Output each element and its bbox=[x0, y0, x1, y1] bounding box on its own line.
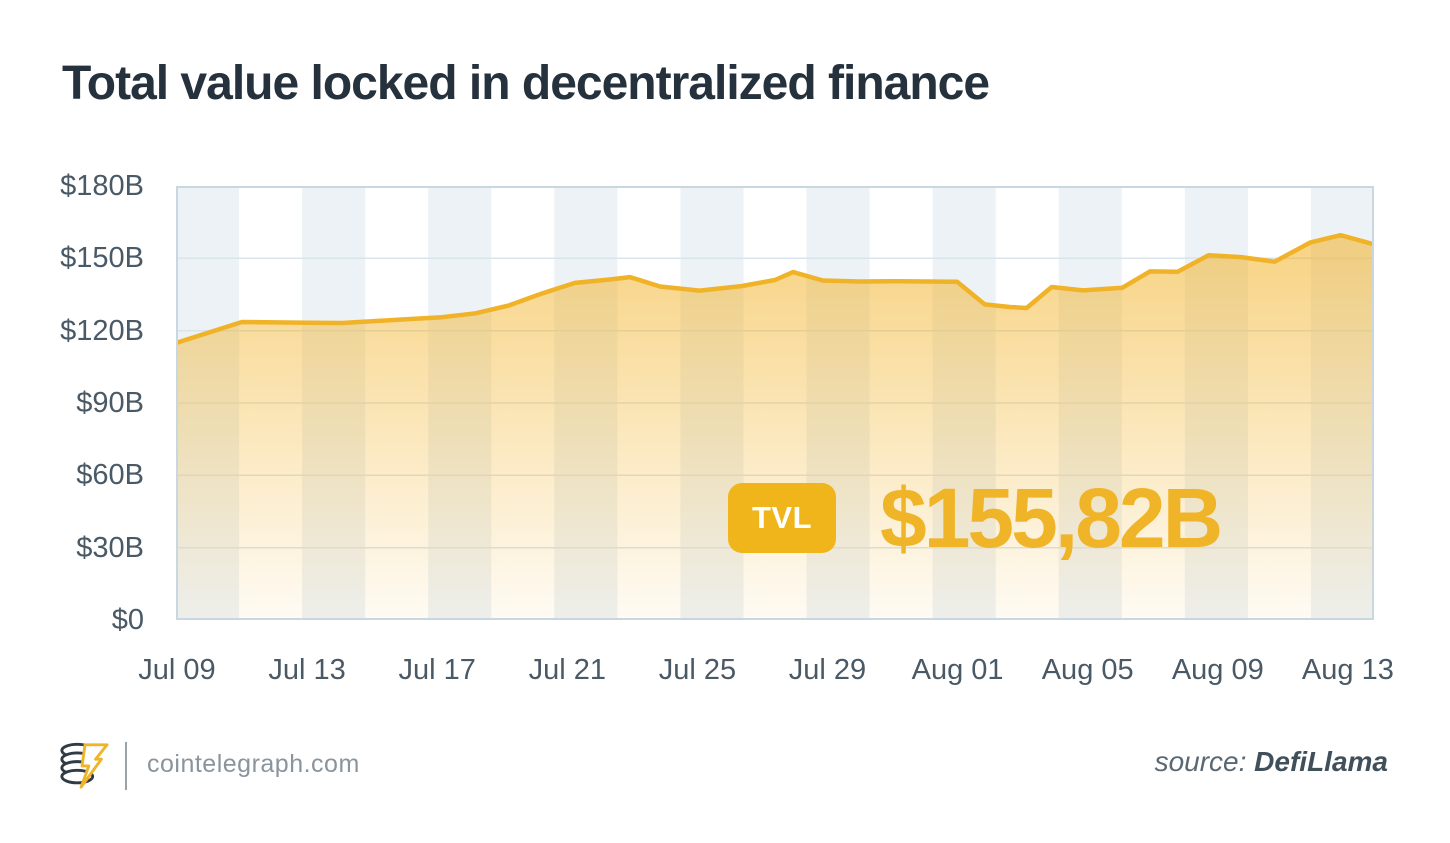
tvl-badge: TVL bbox=[728, 483, 836, 553]
x-tick-label: Jul 17 bbox=[398, 654, 476, 686]
y-tick-label: $0 bbox=[111, 603, 144, 636]
footer-divider bbox=[125, 742, 127, 790]
source-text: source: DefiLlama bbox=[1155, 746, 1388, 778]
tvl-badge-label: TVL bbox=[751, 500, 813, 535]
x-tick-label: Jul 25 bbox=[658, 654, 737, 686]
footer: cointelegraph.com source: DefiLlama bbox=[0, 726, 1450, 806]
cointelegraph-logo bbox=[60, 742, 109, 789]
y-tick-label: $90B bbox=[76, 386, 144, 419]
x-tick-label: Jul 21 bbox=[528, 654, 606, 686]
y-tick-label: $30B bbox=[76, 531, 144, 564]
x-tick-label: Aug 09 bbox=[1171, 654, 1264, 686]
chart-area: TVL $155,82B bbox=[176, 186, 1374, 620]
x-axis: Jul 09 Jul 13 Jul 17 Jul 21 Jul 25 Jul 29 Aug … bbox=[138, 652, 1394, 692]
tvl-current-value: $155,82B bbox=[880, 471, 1223, 565]
tvl-line bbox=[176, 232, 1374, 346]
x-tick-label: Jul 13 bbox=[268, 654, 346, 686]
y-tick-label: $150B bbox=[60, 242, 144, 275]
plot-border bbox=[176, 186, 1374, 620]
x-tick-label: Jul 29 bbox=[788, 654, 867, 686]
x-tick-label: Aug 13 bbox=[1301, 654, 1394, 686]
tvl-area-chart bbox=[176, 186, 1374, 620]
y-tick-label: $120B bbox=[60, 314, 144, 347]
brand-text: cointelegraph.com bbox=[147, 750, 360, 778]
x-tick-label: Aug 05 bbox=[1041, 654, 1134, 686]
source-prefix: source: bbox=[1154, 746, 1247, 777]
lightning-bolt-icon bbox=[79, 743, 109, 789]
tvl-area-fill bbox=[176, 235, 1374, 620]
y-axis: $180B $150B $120B $90B $60B $30B $0 bbox=[0, 170, 150, 636]
y-tick-label: $60B bbox=[76, 459, 144, 492]
y-tick-label: $180B bbox=[60, 170, 144, 202]
x-tick-label: Jul 09 bbox=[138, 654, 216, 686]
source-name: DefiLlama bbox=[1254, 746, 1388, 777]
page-title: Total value locked in decentralized fina… bbox=[62, 57, 990, 110]
x-tick-label: Aug 01 bbox=[911, 654, 1004, 686]
